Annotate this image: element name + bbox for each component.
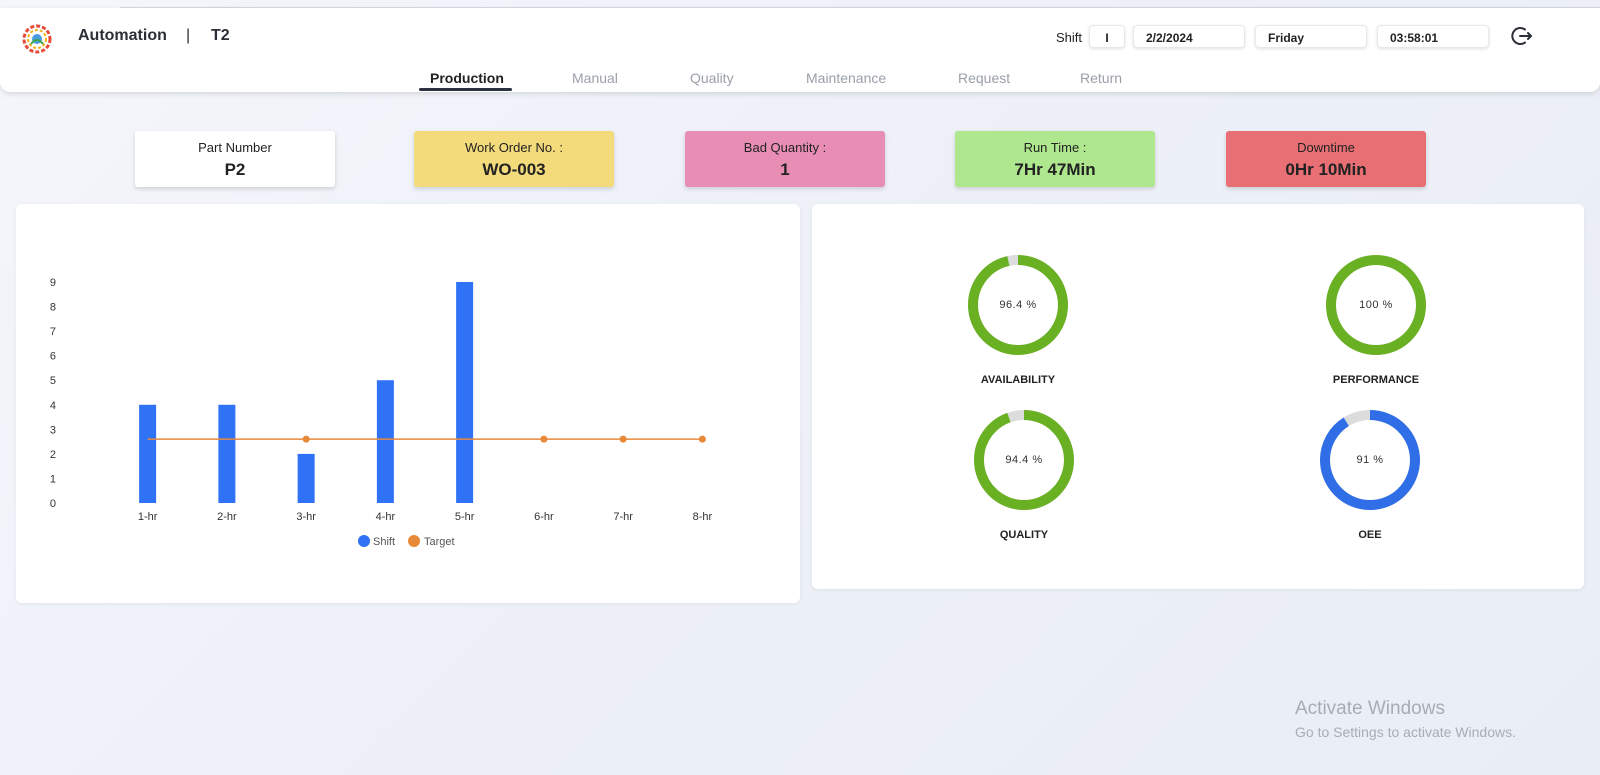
x-tick-label: 1-hr (138, 511, 158, 523)
shift-field[interactable]: I (1089, 25, 1125, 48)
windows-activation-watermark: Activate Windows Go to Settings to activ… (1295, 698, 1516, 740)
x-tick-label: 8-hr (693, 511, 713, 523)
downtime-card: Downtime 0Hr 10Min (1226, 131, 1426, 187)
shift-bar (218, 404, 236, 503)
date-field[interactable]: 2/2/2024 (1133, 25, 1245, 48)
target-point (698, 435, 706, 443)
oee-gauges-panel: 96.4 % AVAILABILITY 100 % PERFORMANCE 94… (812, 204, 1584, 589)
gauge-fill (968, 255, 1068, 355)
x-tick-label: 2-hr (217, 511, 237, 523)
hourly-production-chart: 0 1 2 3 4 5 6 7 8 9 1-hr 2-hr 3-hr 4-hr 5-hr 6-hr 7-hr 8-… (50, 277, 713, 548)
run-time-value: 7Hr 47Min (1014, 160, 1096, 179)
part-number-card: Part Number P2 (135, 131, 335, 187)
x-tick-label: 6-hr (534, 511, 554, 523)
tab-manual[interactable]: Manual (572, 70, 618, 86)
hourly-production-panel: 0 1 2 3 4 5 6 7 8 9 1-hr 2-hr 3-hr 4-hr 5-hr 6-hr 7-hr 8-… (16, 204, 800, 603)
x-tick-label: 4-hr (376, 511, 396, 523)
target-point (540, 435, 548, 443)
y-tick-label: 8 (50, 302, 56, 314)
part-number-label: Part Number (198, 140, 272, 155)
y-tick-label: 4 (50, 400, 56, 412)
tab-return[interactable]: Return (1080, 70, 1123, 86)
legend-target-marker (408, 535, 420, 547)
y-tick-label: 7 (50, 326, 56, 338)
app-header: Automation | T2 Shift I 2/2/2024 Friday … (0, 8, 1600, 92)
legend-shift-marker (358, 535, 370, 547)
y-tick-label: 2 (50, 449, 56, 461)
downtime-value: 0Hr 10Min (1285, 160, 1367, 179)
work-order-label: Work Order No. : (464, 140, 563, 155)
bad-quantity-card: Bad Quantity : 1 (685, 131, 885, 187)
tab-quality[interactable]: Quality (690, 70, 734, 86)
legend-target-label: Target (424, 536, 455, 548)
day-field[interactable]: Friday (1255, 25, 1367, 48)
main-tabs: Production Manual Quality Maintenance Re… (0, 68, 1600, 100)
tab-request[interactable]: Request (958, 70, 1011, 86)
y-tick-label: 1 (50, 473, 56, 485)
part-number-value: P2 (224, 160, 246, 179)
legend-shift-label: Shift (373, 536, 395, 548)
performance-gauge: 100 % (1321, 250, 1431, 360)
y-tick-label: 5 (50, 375, 56, 387)
shift-bar (139, 404, 157, 503)
y-tick-label: 0 (50, 498, 56, 510)
x-tick-label: 3-hr (296, 511, 316, 523)
performance-value: 100 % (1359, 299, 1393, 311)
oee-label: OEE (1358, 529, 1382, 541)
x-tick-label: 5-hr (455, 511, 475, 523)
app-name: Automation (78, 27, 167, 44)
tab-production[interactable]: Production (430, 70, 504, 86)
availability-gauge: 96.4 % (963, 250, 1073, 360)
gauge-fill (1320, 410, 1420, 510)
company-logo-icon (22, 24, 52, 54)
run-time-card: Run Time : 7Hr 47Min (955, 131, 1155, 187)
watermark-subtitle: Go to Settings to activate Windows. (1295, 724, 1516, 740)
downtime-label: Downtime (1297, 140, 1355, 155)
title-separator: | (186, 27, 191, 44)
availability-value: 96.4 % (999, 299, 1037, 311)
oee-value: 91 % (1356, 454, 1384, 466)
watermark-title: Activate Windows (1295, 698, 1445, 719)
performance-label: PERFORMANCE (1332, 374, 1420, 386)
quality-gauge: 94.4 % (969, 405, 1079, 515)
tab-maintenance[interactable]: Maintenance (806, 70, 887, 86)
quality-value: 94.4 % (1005, 454, 1043, 466)
gauge-fill (974, 410, 1074, 510)
shift-bar (297, 453, 315, 503)
station-name: T2 (211, 27, 230, 44)
run-time-label: Run Time : (1023, 140, 1087, 155)
target-point (302, 435, 310, 443)
quality-label: QUALITY (999, 529, 1049, 541)
logout-icon[interactable] (1511, 24, 1535, 48)
x-tick-label: 7-hr (613, 511, 633, 523)
y-tick-label: 6 (50, 351, 56, 363)
shift-bar (456, 282, 474, 503)
bad-quantity-value: 1 (780, 160, 790, 179)
top-border (120, 0, 1600, 8)
active-tab-indicator (419, 88, 512, 91)
work-order-card: Work Order No. : WO-003 (414, 131, 614, 187)
y-tick-label: 3 (50, 424, 56, 436)
availability-label: AVAILABILITY (980, 374, 1056, 386)
work-order-value: WO-003 (482, 160, 546, 179)
oee-gauge: 91 % (1315, 405, 1425, 515)
y-tick-label: 9 (50, 277, 56, 289)
shift-bar (376, 380, 394, 503)
time-field[interactable]: 03:58:01 (1377, 25, 1489, 48)
gauge-fill (1326, 255, 1426, 355)
shift-label: Shift (1056, 30, 1083, 45)
target-point (619, 435, 627, 443)
bad-quantity-label: Bad Quantity : (743, 140, 827, 155)
